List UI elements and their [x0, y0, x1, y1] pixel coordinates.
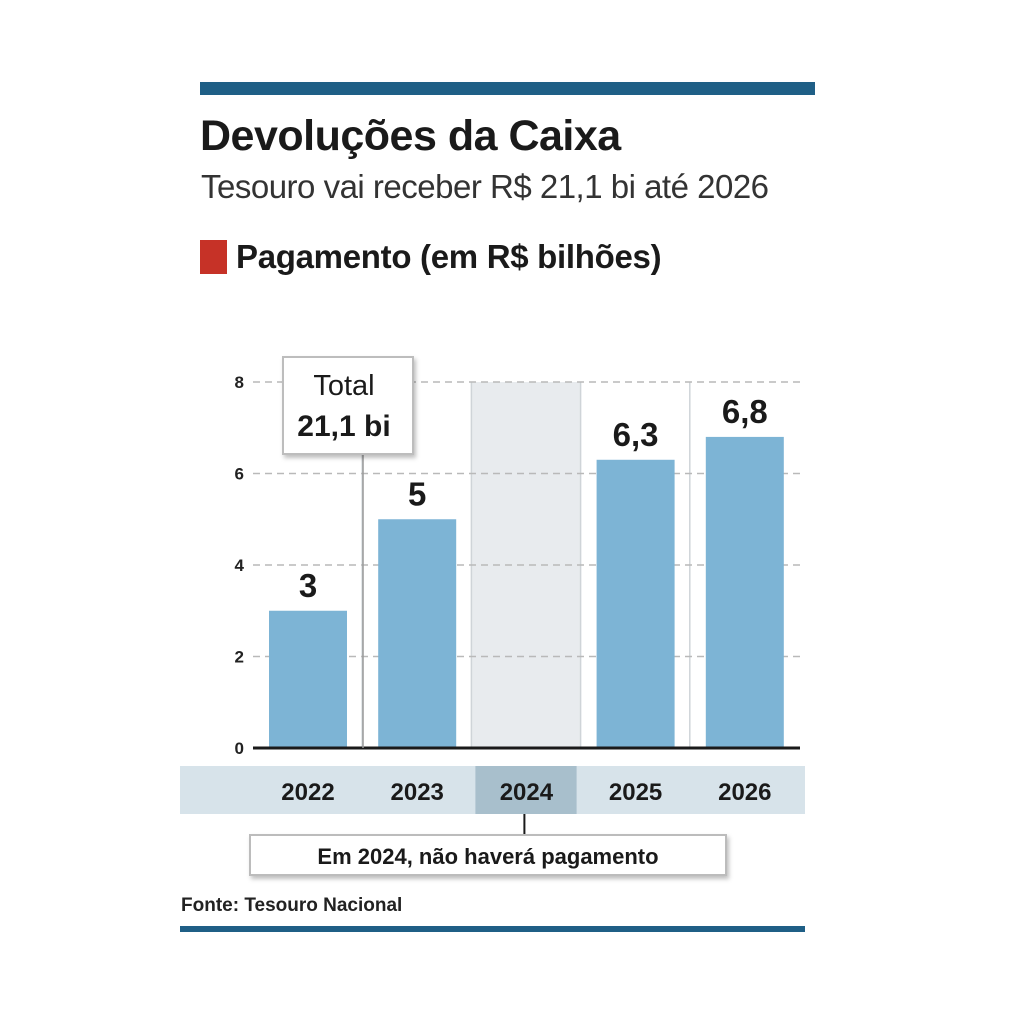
category-highlight [475, 766, 577, 814]
y-tick-label: 0 [235, 739, 244, 758]
x-tick-label-2024: 2024 [500, 779, 554, 806]
highlight-band [471, 382, 581, 748]
y-tick-label: 2 [235, 648, 244, 667]
total-callout-label: Total [313, 370, 374, 402]
source-note: Fonte: Tesouro Nacional [181, 895, 403, 916]
y-tick-label: 8 [235, 373, 244, 392]
value-label-2023: 5 [408, 475, 426, 512]
bar-2022 [269, 610, 347, 748]
x-tick-label-2023: 2023 [391, 779, 444, 806]
x-tick-label-2022: 2022 [281, 779, 334, 806]
y-tick-label: 4 [235, 556, 245, 575]
bar-2025 [596, 459, 675, 748]
legend-label: Pagamento (em R$ bilhões) [236, 238, 662, 275]
total-callout-value: 21,1 bi [297, 410, 390, 443]
chart-title: Devoluções da Caixa [200, 112, 621, 160]
legend-swatch [200, 240, 227, 274]
y-tick-label: 6 [235, 465, 244, 484]
top-rule [200, 82, 815, 95]
total-callout-box [282, 356, 414, 455]
bar-2026 [705, 436, 784, 748]
legend: Pagamento (em R$ bilhões) [200, 238, 662, 276]
bottom-rule [180, 926, 805, 932]
value-label-2025: 6,3 [613, 416, 659, 453]
value-label-2026: 6,8 [722, 393, 768, 430]
note-box [249, 834, 727, 876]
note-text: Em 2024, não haverá pagamento [317, 844, 658, 869]
chart-subtitle: Tesouro vai receber R$ 21,1 bi até 2026 [201, 168, 769, 205]
bar-2023 [378, 519, 457, 748]
x-tick-label-2025: 2025 [609, 779, 662, 806]
value-label-2022: 3 [299, 567, 317, 604]
x-tick-label-2026: 2026 [718, 779, 771, 806]
